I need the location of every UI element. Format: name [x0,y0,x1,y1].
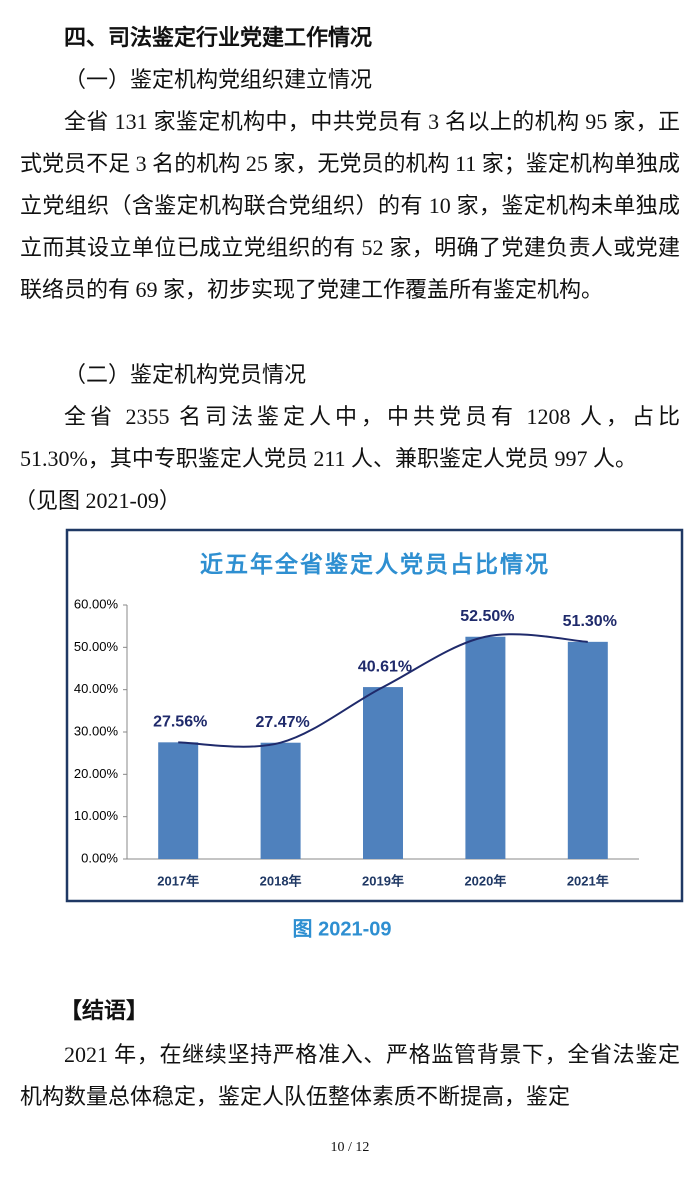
bar [567,641,608,859]
x-tick-label: 2020年 [464,873,506,888]
value-label: 52.50% [460,608,514,625]
bar [465,636,506,859]
heading: 四、司法鉴定行业党建工作情况 [64,26,373,51]
value-label: 40.61% [358,658,412,675]
subsection-title: （二）鉴定机构党员情况 [64,362,307,387]
x-tick-label: 2019年 [362,873,404,888]
x-tick-label: 2018年 [260,873,302,888]
y-tick-label: 20.00% [74,766,119,781]
x-tick-label: 2021年 [567,873,609,888]
value-label: 27.56% [153,714,207,731]
conclusion-title: 【结语】 [60,999,149,1024]
chart: 近五年全省鉴定人党员占比情况 图 2021-09 0.00% 10.00% 20.0… [65,528,684,940]
y-tick-label: 40.00% [74,681,119,696]
figure-caption: 图 2021-09 [293,917,392,940]
figure-reference: （见图 2021-09） [14,488,181,513]
subsection-title: （一）鉴定机构党组织建立情况 [64,67,373,92]
y-tick-label: 60.00% [74,596,119,611]
chart-title: 近五年全省鉴定人党员占比情况 [200,551,550,577]
value-label: 27.47% [255,714,309,731]
y-tick-label: 50.00% [74,639,119,654]
page-number: 10 / 12 [330,1140,370,1155]
paragraph: 全省 131 家鉴定机构中，中共党员有 3 名以上的机构 95 家，正式党员不足… [20,109,680,302]
trend-line [178,633,588,748]
paragraph: 全省 2355 名司法鉴定人中，中共党员有 1208 人，占比 51.30%，其… [20,404,680,471]
bar [158,742,199,859]
y-tick-label: 10.00% [74,808,119,823]
y-tick-label: 30.00% [74,723,119,738]
bar [363,687,403,859]
y-tick-label: 0.00% [81,850,118,865]
bar [260,742,301,859]
x-tick-label: 2017年 [157,873,199,888]
paragraph: 2021 年，在继续坚持严格准入、严格监管背景下，全省法鉴定机构数量总体稳定，鉴… [20,1042,680,1109]
value-label: 51.30% [563,613,617,630]
